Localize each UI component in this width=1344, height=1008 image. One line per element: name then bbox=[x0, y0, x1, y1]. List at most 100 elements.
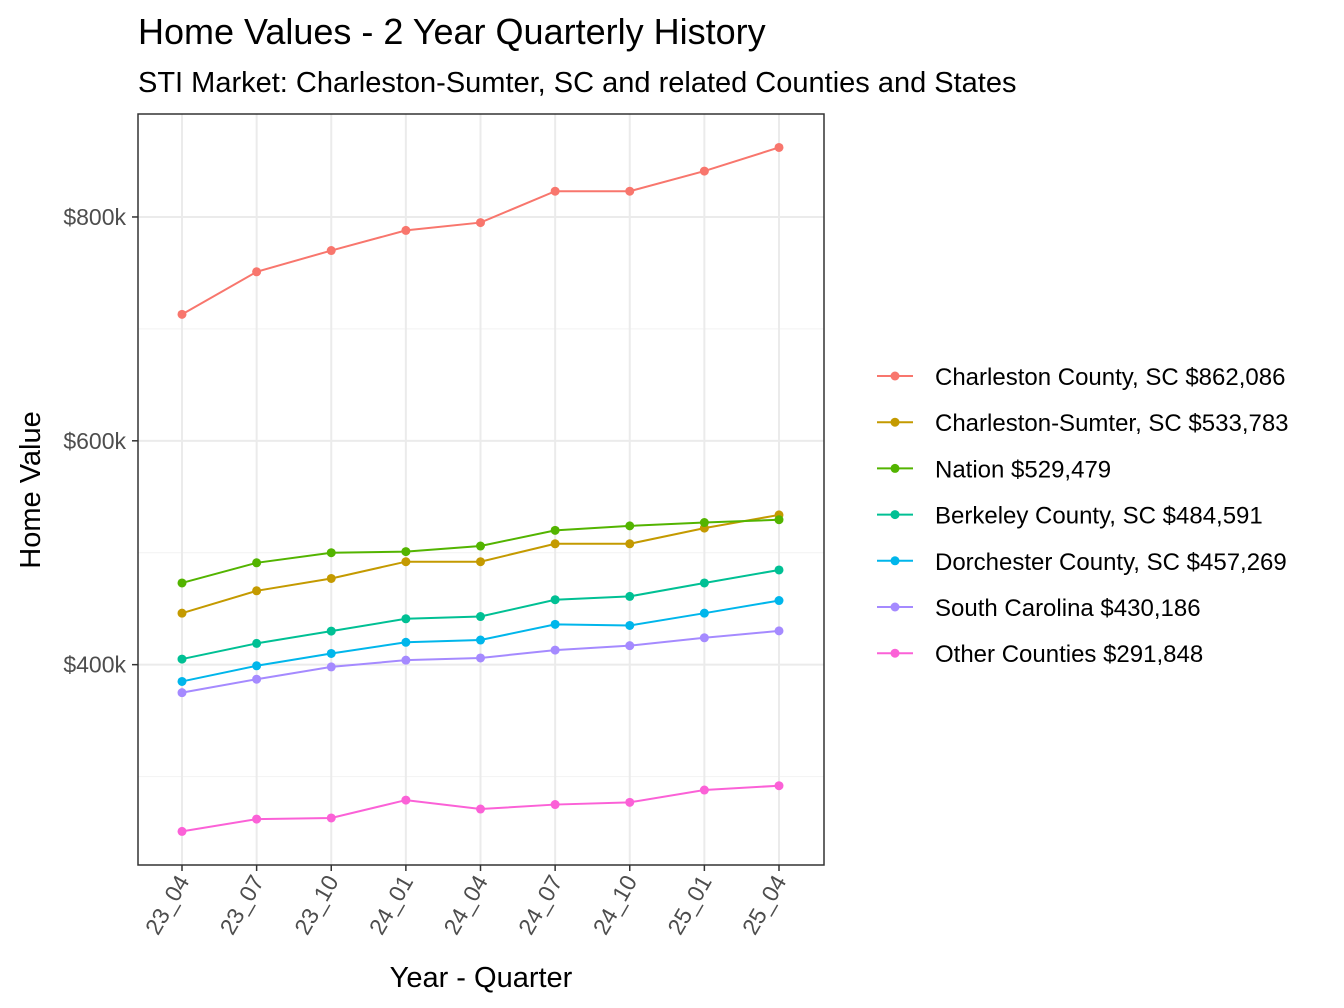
legend-key-point bbox=[890, 417, 900, 427]
legend-item: Berkeley County, SC $484,591 bbox=[877, 503, 1263, 530]
data-point bbox=[252, 661, 262, 671]
data-point bbox=[774, 142, 784, 152]
x-tick-label: 24_07 bbox=[513, 871, 568, 939]
series-lines bbox=[177, 142, 784, 836]
legend-label: Charleston County, SC $862,086 bbox=[935, 364, 1285, 391]
data-point bbox=[550, 800, 560, 810]
legend-label: South Carolina $430,186 bbox=[935, 595, 1201, 622]
x-axis-label: Year - Quarter bbox=[390, 962, 573, 994]
data-point bbox=[476, 557, 485, 567]
series bbox=[177, 565, 784, 664]
legend-key-point bbox=[890, 510, 900, 520]
series bbox=[177, 781, 784, 836]
x-tick-label: 24_10 bbox=[588, 871, 643, 939]
data-point bbox=[476, 635, 485, 645]
data-point bbox=[550, 186, 560, 196]
x-tick-label: 23_04 bbox=[140, 870, 195, 939]
x-tick-label: 25_04 bbox=[737, 870, 792, 939]
data-point bbox=[401, 225, 411, 235]
legend-item: Charleston County, SC $862,086 bbox=[877, 364, 1285, 391]
data-point bbox=[252, 267, 262, 277]
legend-item: Nation $529,479 bbox=[877, 456, 1111, 483]
data-point bbox=[326, 246, 336, 256]
x-tick-label: 23_07 bbox=[214, 871, 269, 939]
data-point bbox=[699, 578, 709, 588]
data-point bbox=[177, 676, 187, 686]
data-point bbox=[252, 586, 262, 596]
data-point bbox=[401, 655, 411, 665]
data-point bbox=[252, 638, 262, 648]
x-tick-label: 25_01 bbox=[662, 871, 717, 939]
data-point bbox=[774, 626, 784, 636]
data-point bbox=[550, 539, 560, 549]
data-point bbox=[326, 626, 336, 636]
legend-item: Dorchester County, SC $457,269 bbox=[877, 549, 1287, 576]
data-point bbox=[625, 797, 635, 807]
data-point bbox=[177, 578, 187, 588]
data-point bbox=[699, 518, 709, 528]
data-point bbox=[774, 596, 784, 606]
data-point bbox=[177, 654, 187, 664]
data-point bbox=[401, 637, 411, 647]
data-point bbox=[326, 548, 336, 558]
data-point bbox=[774, 781, 784, 791]
data-point bbox=[625, 186, 635, 196]
data-point bbox=[326, 662, 336, 672]
data-point bbox=[699, 608, 709, 618]
data-point bbox=[774, 565, 784, 575]
data-point bbox=[625, 521, 635, 531]
data-point bbox=[177, 688, 187, 698]
data-point bbox=[625, 591, 635, 601]
x-tick-label: 23_10 bbox=[289, 871, 344, 939]
legend-key-point bbox=[890, 648, 900, 658]
legend-key-point bbox=[890, 602, 900, 612]
y-tick-label: $400k bbox=[63, 652, 126, 678]
series bbox=[177, 515, 784, 588]
y-tick-label: $800k bbox=[63, 204, 126, 230]
data-point bbox=[252, 674, 262, 684]
legend-item: Other Counties $291,848 bbox=[877, 641, 1203, 668]
data-point bbox=[401, 557, 411, 567]
data-point bbox=[699, 785, 709, 795]
data-point bbox=[476, 804, 485, 814]
legend-item: Charleston-Sumter, SC $533,783 bbox=[877, 410, 1289, 437]
legend-label: Berkeley County, SC $484,591 bbox=[935, 503, 1263, 530]
data-point bbox=[625, 539, 635, 549]
gridlines bbox=[138, 114, 824, 865]
y-axis-label: Home Value bbox=[15, 411, 47, 568]
legend: Charleston County, SC $862,086 Charleston… bbox=[877, 364, 1289, 668]
chart-subtitle: STI Market: Charleston-Sumter, SC and re… bbox=[138, 67, 1016, 99]
data-point bbox=[326, 573, 336, 583]
y-tick-label: $600k bbox=[63, 428, 126, 454]
chart-title: Home Values - 2 Year Quarterly History bbox=[138, 11, 766, 52]
data-point bbox=[774, 515, 784, 525]
legend-key-point bbox=[890, 371, 900, 381]
data-point bbox=[252, 814, 262, 824]
data-point bbox=[401, 795, 411, 805]
data-point bbox=[177, 608, 187, 618]
data-point bbox=[550, 619, 560, 629]
data-point bbox=[476, 612, 485, 622]
x-tick-label: 24_04 bbox=[438, 870, 493, 939]
data-point bbox=[699, 166, 709, 176]
data-point bbox=[476, 218, 485, 228]
legend-label: Charleston-Sumter, SC $533,783 bbox=[935, 410, 1289, 437]
data-point bbox=[625, 620, 635, 630]
data-point bbox=[326, 813, 336, 823]
data-point bbox=[550, 525, 560, 535]
data-point bbox=[252, 558, 262, 568]
axes: $400k $600k $800k 23_04 23_07 23_10 24_01 24_04… bbox=[63, 204, 791, 939]
series bbox=[177, 626, 784, 698]
data-point bbox=[177, 826, 187, 836]
data-point bbox=[625, 641, 635, 651]
x-tick-label: 24_01 bbox=[364, 871, 419, 939]
legend-key-point bbox=[890, 556, 900, 566]
data-point bbox=[476, 541, 485, 551]
data-point bbox=[476, 653, 485, 663]
data-point bbox=[177, 309, 187, 319]
data-point bbox=[550, 645, 560, 655]
series bbox=[177, 142, 784, 319]
legend-key-point bbox=[890, 463, 900, 473]
legend-label: Other Counties $291,848 bbox=[935, 641, 1203, 668]
